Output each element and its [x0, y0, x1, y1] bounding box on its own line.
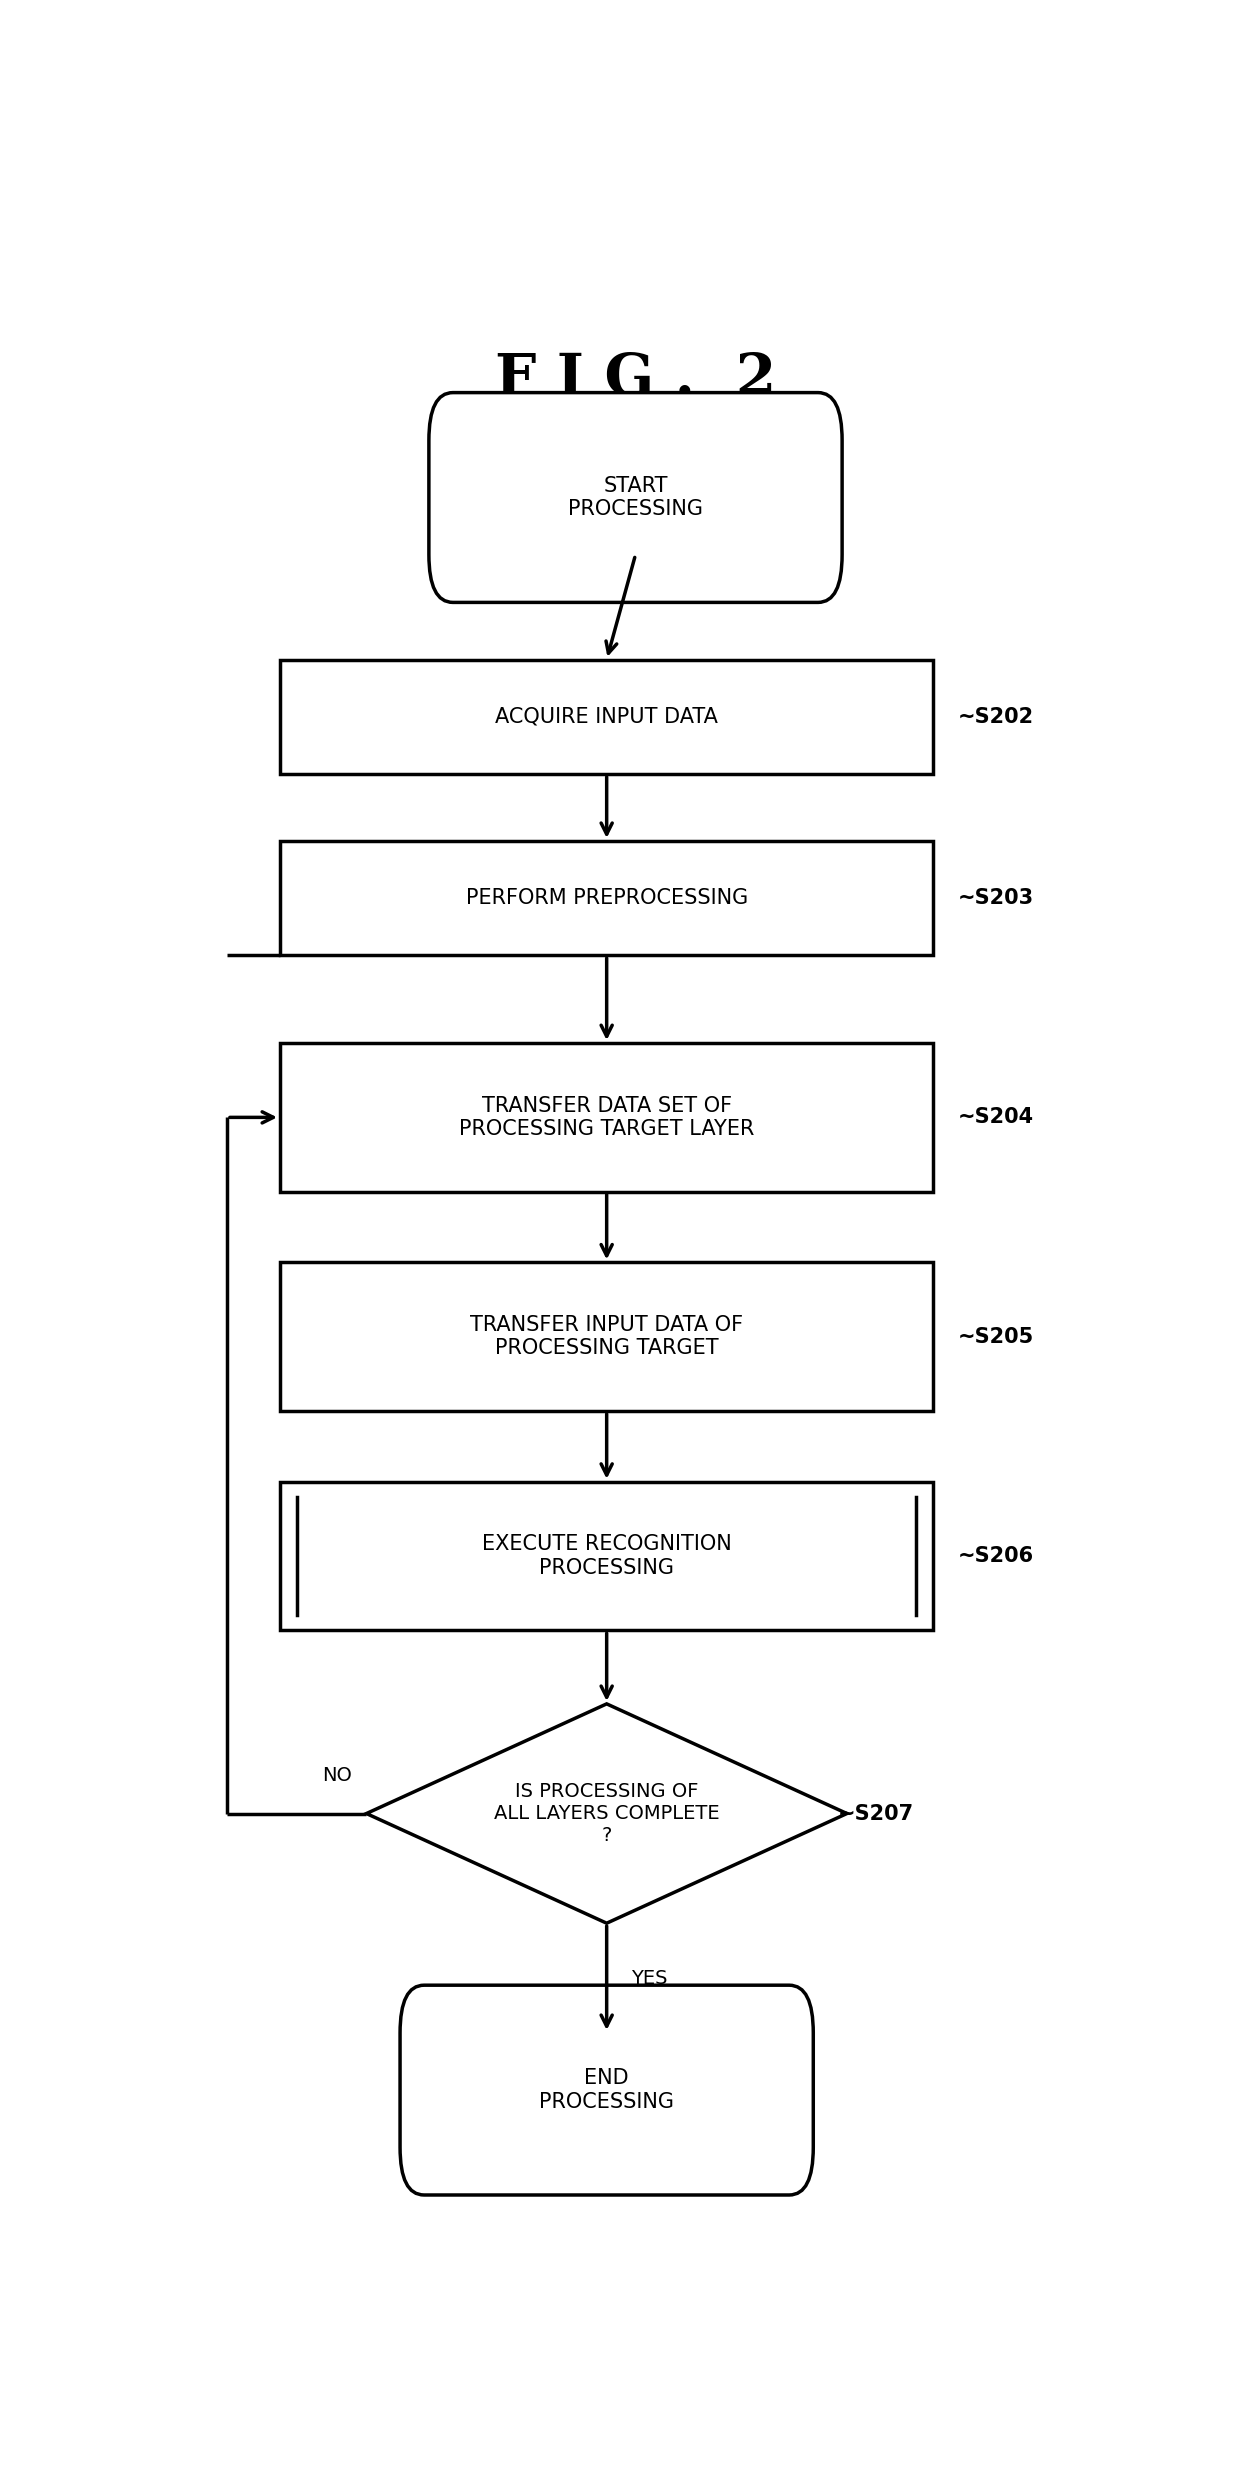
Text: ~S206: ~S206: [957, 1546, 1034, 1565]
FancyBboxPatch shape: [429, 391, 842, 602]
Text: TRANSFER DATA SET OF
PROCESSING TARGET LAYER: TRANSFER DATA SET OF PROCESSING TARGET L…: [459, 1095, 754, 1139]
Text: IS PROCESSING OF
ALL LAYERS COMPLETE
?: IS PROCESSING OF ALL LAYERS COMPLETE ?: [494, 1781, 719, 1845]
Text: NO: NO: [322, 1766, 352, 1786]
Text: ~S202: ~S202: [957, 706, 1034, 726]
Bar: [280, 840, 934, 956]
Text: END
PROCESSING: END PROCESSING: [539, 2068, 675, 2113]
Text: ACQUIRE INPUT DATA: ACQUIRE INPUT DATA: [495, 706, 718, 726]
Text: ~S203: ~S203: [957, 889, 1034, 909]
Polygon shape: [367, 1704, 847, 1922]
Bar: [280, 659, 934, 773]
Text: TRANSFER INPUT DATA OF
PROCESSING TARGET: TRANSFER INPUT DATA OF PROCESSING TARGET: [470, 1315, 743, 1357]
Text: START
PROCESSING: START PROCESSING: [568, 476, 703, 520]
Text: EXECUTE RECOGNITION
PROCESSING: EXECUTE RECOGNITION PROCESSING: [482, 1533, 732, 1578]
Text: F I G .  2: F I G . 2: [495, 352, 776, 406]
Text: YES: YES: [631, 1969, 667, 1987]
Text: ~S204: ~S204: [957, 1107, 1034, 1127]
Bar: [280, 1043, 934, 1191]
Bar: [280, 1481, 934, 1630]
Bar: [280, 1263, 934, 1412]
FancyBboxPatch shape: [401, 1984, 813, 2195]
Text: PERFORM PREPROCESSING: PERFORM PREPROCESSING: [465, 889, 748, 909]
Text: ~S205: ~S205: [957, 1328, 1034, 1347]
Text: ~S207: ~S207: [837, 1803, 914, 1823]
